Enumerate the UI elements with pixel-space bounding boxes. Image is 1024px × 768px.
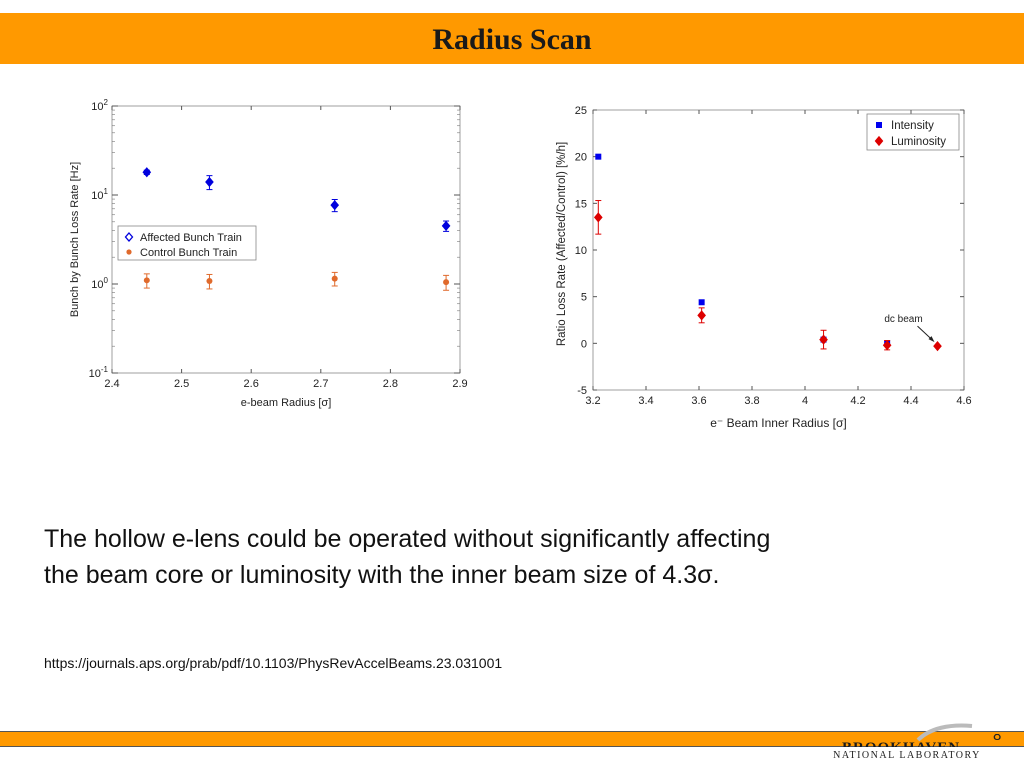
x-tick-label: 3.8 [744,395,759,407]
data-points [142,167,451,291]
x-axis-label: e⁻ Beam Inner Radius [σ] [710,416,846,430]
x-tick-label: 2.7 [313,378,328,390]
title-bar: Radius Scan [0,13,1024,64]
x-tick-label: 2.5 [174,378,189,390]
x-axis-label: e-beam Radius [σ] [241,397,332,409]
legend-box [117,225,257,261]
annotation-arrow [917,325,935,343]
logo-subtext: NATIONAL LABORATORY [833,750,981,761]
loss-rate-chart: 2.4 2.5 2.6 2.7 2.8 2.9 10-1 100 101 102 e-beam Ra… [69,98,468,409]
legend: Intensity Luminosity [866,113,960,151]
x-tick-label: 3.6 [691,395,706,407]
data-point [593,212,603,223]
data-point [819,334,828,345]
y-tick-label: 0 [581,338,587,350]
plot-frame [111,105,461,374]
body-text-line-2: the beam core or luminosity with the inn… [44,561,720,589]
data-point [205,176,214,188]
legend-label: Control Bunch Train [140,247,237,259]
reference-link[interactable]: https://journals.aps.org/prab/pdf/10.110… [44,655,503,671]
annotation-label: dc beam [884,314,922,325]
ratio-loss-rate-chart: 3.2 3.4 3.6 3.8 4 4.2 4.4 4.6 -5 0 5 10 15 20 25 e⁻ Bea… [556,105,972,430]
x-tick-label: 4.2 [850,395,865,407]
legend: Affected Bunch Train Control Bunch Train [117,225,257,261]
x-tick-label: 3.4 [638,395,653,407]
data-point [443,279,450,286]
data-point [331,275,338,282]
data-point [698,299,705,306]
y-tick-label: 25 [575,105,587,117]
footer-bar [0,731,1024,747]
data-point [143,277,150,284]
y-tick-label: 102 [91,98,108,113]
y-tick-label: 101 [91,187,108,202]
body-text-line-1: The hollow e-lens could be operated with… [44,525,771,553]
data-point [882,340,892,351]
y-tick-label: 10 [575,245,587,257]
x-tick-label: 2.6 [244,378,259,390]
x-tick-label: 2.8 [383,378,398,390]
y-tick-label: 100 [91,276,108,291]
legend-box [866,113,960,151]
data-point [142,167,152,178]
data-point [330,199,340,211]
logo-swoosh-icon [916,723,973,742]
y-tick-label: 5 [581,292,587,304]
y-axis-label: Bunch by Bunch Loss Rate [Hz] [69,162,81,317]
data-point [206,278,213,285]
legend-label: Luminosity [891,136,946,148]
y-axis-label: Ratio Loss Rate (Affected/Control) [%/h] [556,142,568,346]
page-number: 8 [993,734,1002,744]
legend-marker [876,122,882,128]
legend-marker [124,232,134,242]
legend-label: Affected Bunch Train [140,232,242,244]
data-point [697,310,706,321]
data-point [595,153,602,160]
y-tick-label: -5 [577,385,587,397]
body-text: The hollow e-lens could be operated with… [44,521,944,593]
y-tick-label: 15 [575,198,587,210]
legend-marker [874,135,884,147]
plot-frame [592,109,965,391]
legend-marker [126,249,132,255]
x-tick-label: 4 [802,395,808,407]
y-tick-label: 20 [575,152,587,164]
data-point [441,220,451,231]
x-tick-label: 2.9 [452,378,467,390]
x-tick-label: 2.4 [104,378,119,390]
x-tick-label: 3.2 [585,395,600,407]
logo-text: BROOKHAVEN [842,735,974,747]
data-point [933,341,942,352]
data-points [593,153,942,352]
x-tick-label: 4.4 [903,395,918,407]
x-tick-label: 4.6 [956,395,971,407]
legend-label: Intensity [891,120,934,132]
slide-title: Radius Scan [432,23,592,56]
y-tick-label: 10-1 [89,365,109,380]
